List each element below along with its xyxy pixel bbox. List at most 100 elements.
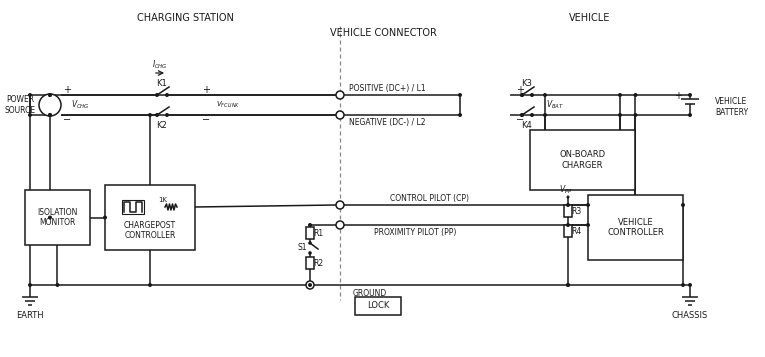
Circle shape <box>681 203 685 207</box>
Circle shape <box>48 93 52 97</box>
Circle shape <box>681 283 685 287</box>
Circle shape <box>336 111 344 119</box>
Circle shape <box>458 93 462 97</box>
Text: K3: K3 <box>522 79 532 87</box>
Circle shape <box>28 283 32 287</box>
Circle shape <box>155 113 159 117</box>
Text: K2: K2 <box>157 121 168 131</box>
Circle shape <box>618 113 622 117</box>
Text: ON-BOARD
CHARGER: ON-BOARD CHARGER <box>559 150 606 170</box>
Bar <box>564 225 572 237</box>
Text: +: + <box>63 85 71 95</box>
Circle shape <box>336 201 344 209</box>
Circle shape <box>566 283 570 287</box>
Text: CHARGEPOST
CONTROLLER: CHARGEPOST CONTROLLER <box>124 221 176 240</box>
Text: VEHICLE
CONTROLLER: VEHICLE CONTROLLER <box>607 218 664 237</box>
Circle shape <box>336 91 344 99</box>
Text: VEHICLE: VEHICLE <box>569 13 610 23</box>
Bar <box>564 205 572 217</box>
Text: K1: K1 <box>157 79 168 87</box>
Circle shape <box>688 283 692 287</box>
Bar <box>306 257 314 269</box>
Circle shape <box>520 113 524 117</box>
Bar <box>105 185 195 250</box>
Text: K4: K4 <box>522 121 532 131</box>
Circle shape <box>566 223 570 227</box>
Text: CHASSIS: CHASSIS <box>672 311 708 320</box>
Text: R2: R2 <box>313 258 323 267</box>
Circle shape <box>336 221 344 229</box>
Circle shape <box>48 113 52 117</box>
Bar <box>122 200 144 214</box>
Text: LOCK: LOCK <box>366 302 389 311</box>
Circle shape <box>566 203 570 207</box>
Circle shape <box>520 113 524 117</box>
Text: CHARGING STATION: CHARGING STATION <box>137 13 233 23</box>
Circle shape <box>308 251 312 255</box>
Circle shape <box>165 93 169 97</box>
Text: R4: R4 <box>571 226 581 236</box>
Circle shape <box>148 113 152 117</box>
Text: EARTH: EARTH <box>16 311 44 320</box>
Text: CONTROL PILOT (CP): CONTROL PILOT (CP) <box>390 193 470 202</box>
Circle shape <box>458 113 462 117</box>
Text: $V_{FCLINK}$: $V_{FCLINK}$ <box>216 100 240 110</box>
Circle shape <box>520 93 524 97</box>
Circle shape <box>308 223 312 227</box>
Circle shape <box>566 283 570 287</box>
Text: $V_{CHG}$: $V_{CHG}$ <box>70 99 90 111</box>
Text: R1: R1 <box>313 228 323 237</box>
Circle shape <box>688 113 692 117</box>
Text: 1K: 1K <box>158 197 168 203</box>
Text: +: + <box>674 91 682 101</box>
Text: POSITIVE (DC+) / L1: POSITIVE (DC+) / L1 <box>349 84 425 92</box>
Circle shape <box>165 113 169 117</box>
Circle shape <box>688 93 692 97</box>
Text: $V_{BAT}$: $V_{BAT}$ <box>546 99 564 111</box>
Circle shape <box>308 283 312 287</box>
Text: PROXIMITY PILOT (PP): PROXIMITY PILOT (PP) <box>374 227 456 236</box>
Bar <box>530 130 635 190</box>
Text: VEHICLE
BATTERY: VEHICLE BATTERY <box>715 97 748 117</box>
Circle shape <box>48 113 52 117</box>
Text: −: − <box>63 115 71 125</box>
Text: NEGATIVE (DC-) / L2: NEGATIVE (DC-) / L2 <box>349 117 425 126</box>
Text: −: − <box>516 115 524 125</box>
Text: ISOLATION
MONITOR: ISOLATION MONITOR <box>37 208 78 227</box>
Circle shape <box>308 241 312 245</box>
Text: VEHICLE CONNECTOR: VEHICLE CONNECTOR <box>330 28 437 38</box>
Text: −: − <box>202 115 210 125</box>
Circle shape <box>48 93 52 97</box>
Text: +: + <box>202 85 210 95</box>
Circle shape <box>520 93 524 97</box>
Circle shape <box>148 283 152 287</box>
Circle shape <box>543 113 547 117</box>
Text: POWER
SOURCE: POWER SOURCE <box>5 95 35 115</box>
Bar <box>355 297 401 315</box>
Circle shape <box>543 93 547 97</box>
Text: $I_{CHG}$: $I_{CHG}$ <box>152 59 168 71</box>
Circle shape <box>56 283 60 287</box>
Bar <box>25 190 90 245</box>
Circle shape <box>618 93 622 97</box>
Circle shape <box>28 113 32 117</box>
Bar <box>588 195 683 260</box>
Circle shape <box>530 93 534 97</box>
Text: +: + <box>516 85 524 95</box>
Text: S1: S1 <box>298 243 307 252</box>
Circle shape <box>586 203 590 207</box>
Circle shape <box>48 216 52 220</box>
Circle shape <box>103 216 107 220</box>
Circle shape <box>306 281 314 289</box>
Circle shape <box>155 93 159 97</box>
Circle shape <box>39 94 61 116</box>
Circle shape <box>567 196 569 198</box>
Text: $V_{PP}$: $V_{PP}$ <box>559 184 573 196</box>
Text: GROUND: GROUND <box>353 288 387 297</box>
Circle shape <box>530 113 534 117</box>
Bar <box>306 227 314 239</box>
Circle shape <box>586 223 590 227</box>
Circle shape <box>633 113 637 117</box>
Circle shape <box>28 93 32 97</box>
Text: R3: R3 <box>571 206 581 216</box>
